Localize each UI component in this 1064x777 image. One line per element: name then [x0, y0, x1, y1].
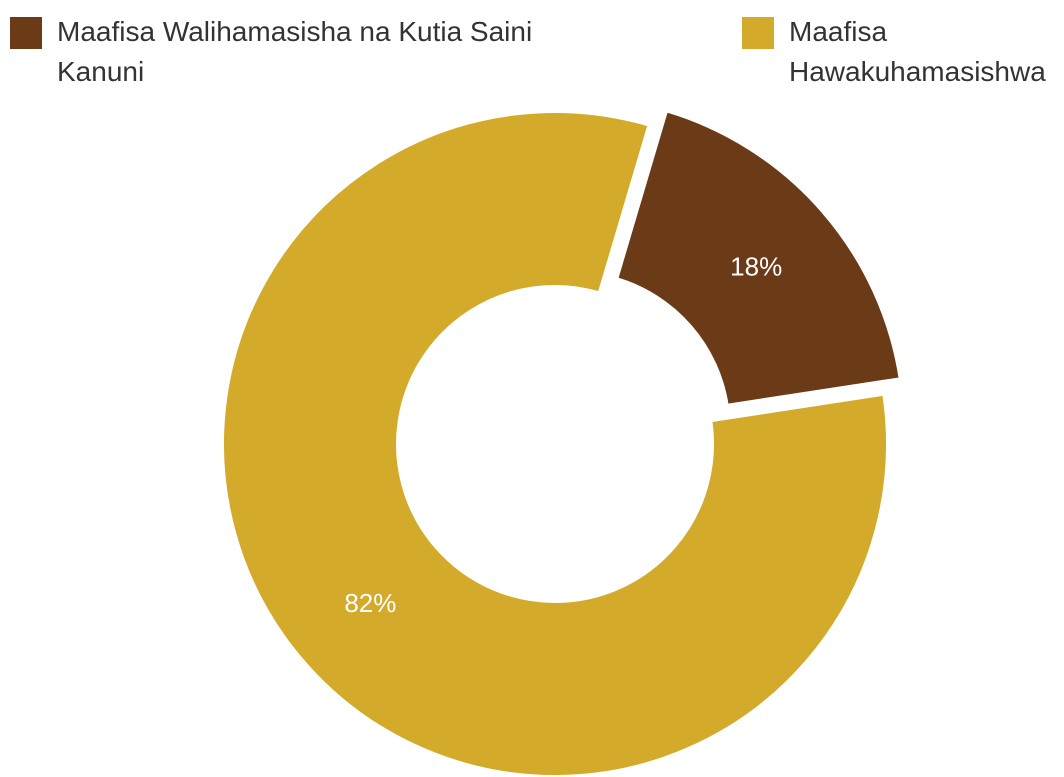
legend-swatch [742, 17, 774, 49]
legend-label: Maafisa Walihamasisha na Kutia Saini Kan… [57, 16, 533, 87]
legend-item: Maafisa Walihamasisha na Kutia Saini Kan… [10, 12, 540, 92]
legend-swatch [10, 17, 42, 49]
legend-item: Maafisa Hawakuhamasishwa [742, 12, 1046, 92]
data-label: 82% [344, 588, 396, 618]
data-label: 18% [730, 251, 782, 281]
donut-slice [613, 107, 904, 409]
donut-slice [220, 109, 890, 777]
legend-label: Maafisa Hawakuhamasishwa [789, 16, 1046, 87]
